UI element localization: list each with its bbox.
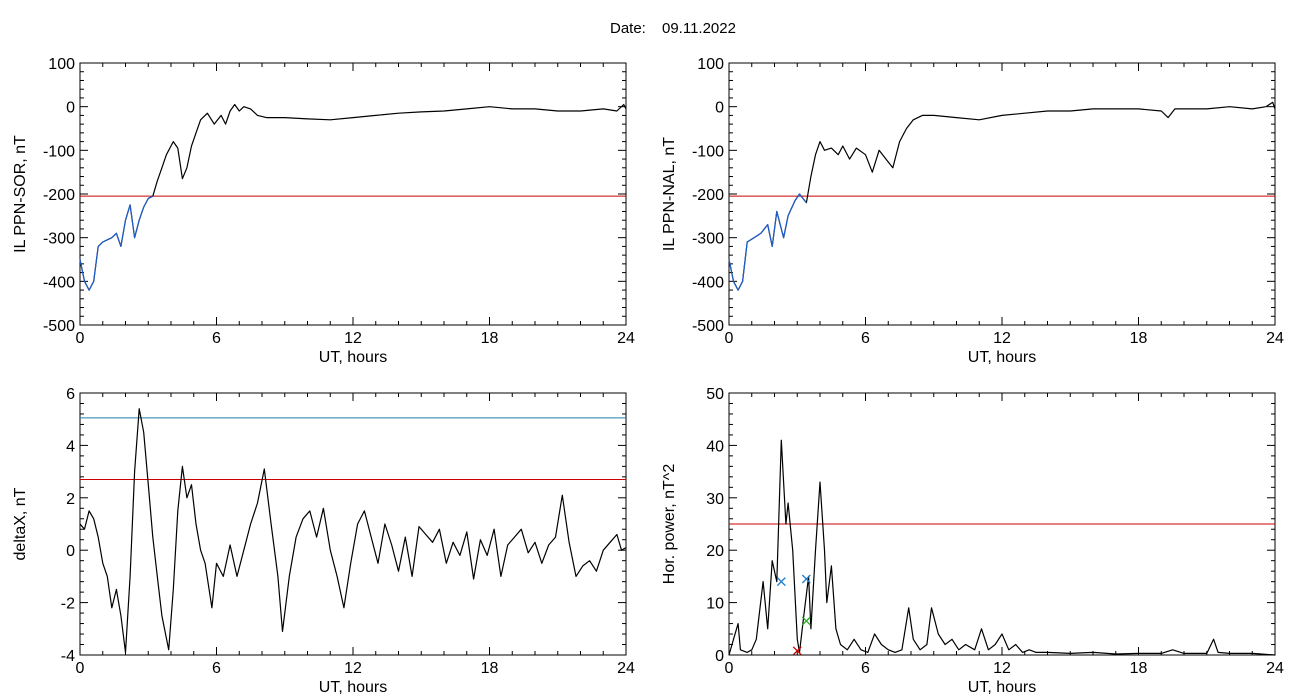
plot-frame <box>728 62 1276 326</box>
y-tick-label: -100 <box>692 143 724 160</box>
y-tick-label: 100 <box>697 56 724 73</box>
y-tick-label: 20 <box>706 543 724 560</box>
x-axis-title: UT, hours <box>968 679 1036 696</box>
series-line <box>728 439 1276 656</box>
x-tick-label: 24 <box>617 660 635 677</box>
x-tick-label: 24 <box>1266 330 1284 347</box>
y-tick-label: -400 <box>692 274 724 291</box>
y-tick-label: -300 <box>692 231 724 248</box>
y-tick-label: -500 <box>43 318 75 335</box>
y-tick-label: 50 <box>706 386 724 403</box>
panel-il-sor: 0 6 12 18 24 -500 -400 -300 -200 -100 0 100 UT, hour… <box>12 56 635 366</box>
x-axis-title: UT, hours <box>319 679 387 696</box>
x-tick-label: 24 <box>1266 660 1284 677</box>
x-tick-label: 0 <box>76 660 85 677</box>
cross-marker <box>792 646 802 656</box>
cross-marker <box>801 574 811 584</box>
y-tick-label: 100 <box>48 56 75 73</box>
y-tick-label: 0 <box>715 100 724 117</box>
y-tick-label: 0 <box>66 543 75 560</box>
y-tick-label: 0 <box>715 648 724 665</box>
x-tick-label: 6 <box>212 330 221 347</box>
cross-marker <box>801 616 811 626</box>
x-tick-label: 12 <box>993 660 1011 677</box>
y-axis-title: IL PPN-NAL, nT <box>661 137 678 251</box>
x-tick-label: 12 <box>344 660 362 677</box>
x-tick-label: 0 <box>725 330 734 347</box>
x-tick-label: 12 <box>344 330 362 347</box>
series-line <box>79 408 627 653</box>
y-tick-label: -500 <box>692 318 724 335</box>
x-tick-label: 18 <box>1130 660 1148 677</box>
y-tick-label: -300 <box>43 231 75 248</box>
figure-date-label: Date: <box>610 20 646 37</box>
y-axis-title: deltaX, nT <box>12 487 29 560</box>
cross-marker <box>776 577 786 587</box>
x-tick-label: 0 <box>76 330 85 347</box>
x-tick-label: 6 <box>212 660 221 677</box>
y-tick-label: 6 <box>66 386 75 403</box>
x-axis-title: UT, hours <box>968 349 1036 366</box>
y-tick-label: -200 <box>43 187 75 204</box>
x-tick-label: 18 <box>1130 330 1148 347</box>
y-tick-label: 4 <box>66 438 75 455</box>
series-line <box>79 195 154 291</box>
y-tick-label: 30 <box>706 491 724 508</box>
x-tick-label: 0 <box>725 660 734 677</box>
y-tick-label: 40 <box>706 438 724 455</box>
x-tick-label: 6 <box>861 660 870 677</box>
x-tick-label: 18 <box>481 330 499 347</box>
y-tick-label: 0 <box>66 100 75 117</box>
x-tick-label: 6 <box>861 330 870 347</box>
series-line <box>728 193 807 291</box>
y-tick-label: -100 <box>43 143 75 160</box>
plot-frame <box>79 62 627 326</box>
y-axis-title: Hor. power, nT^2 <box>661 464 678 585</box>
figure-date-value: 09.11.2022 <box>662 20 736 37</box>
series-line <box>79 103 627 291</box>
x-tick-label: 18 <box>481 660 499 677</box>
y-tick-label: -200 <box>692 187 724 204</box>
y-axis-title: IL PPN-SOR, nT <box>12 135 29 253</box>
panel-hor-power: 0 6 12 18 24 0 10 20 30 40 50 UT, hours Hor. power, … <box>661 386 1284 696</box>
y-tick-label: -4 <box>61 648 75 665</box>
panel-il-nal: 0 6 12 18 24 -500 -400 -300 -200 -100 0 100 UT, hour… <box>661 56 1284 366</box>
y-tick-label: 2 <box>66 491 75 508</box>
x-tick-label: 12 <box>993 330 1011 347</box>
y-tick-label: -2 <box>61 596 75 613</box>
y-tick-label: -400 <box>43 274 75 291</box>
x-tick-label: 24 <box>617 330 635 347</box>
y-tick-label: 10 <box>706 596 724 613</box>
x-axis-title: UT, hours <box>319 349 387 366</box>
